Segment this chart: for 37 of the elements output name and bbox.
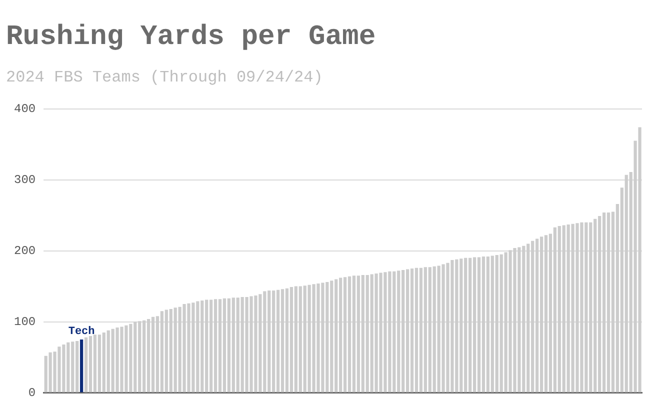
bar: [348, 276, 352, 392]
bar: [276, 290, 280, 392]
bar: [80, 340, 84, 392]
bar: [285, 288, 289, 392]
bar: [414, 268, 418, 392]
bar: [419, 268, 423, 392]
bar: [406, 269, 410, 392]
bar: [352, 276, 356, 392]
bar: [160, 311, 164, 392]
bar: [482, 256, 486, 392]
bar: [214, 299, 218, 392]
bar: [410, 268, 414, 392]
bar: [93, 334, 97, 392]
chart-title: Rushing Yards per Game: [6, 22, 376, 53]
x-tick-label: Tech: [68, 326, 95, 338]
bar: [146, 318, 150, 392]
chart-subtitle: 2024 FBS Teams (Through 09/24/24): [6, 68, 323, 86]
bar: [222, 298, 226, 392]
y-tick-label: 100: [14, 314, 36, 329]
bar: [535, 238, 539, 392]
bar: [343, 277, 347, 392]
bar: [151, 316, 155, 392]
bar: [606, 212, 610, 392]
bar: [472, 257, 476, 392]
bar: [290, 287, 294, 392]
bar: [84, 337, 88, 392]
y-tick-label: 400: [14, 102, 36, 116]
bar: [540, 236, 544, 392]
bar: [544, 235, 548, 392]
bar: [477, 257, 481, 392]
bar: [602, 212, 606, 392]
y-tick-label: 200: [14, 244, 36, 258]
bar: [218, 299, 222, 392]
bar: [88, 336, 92, 392]
bar: [280, 289, 284, 392]
y-tick-label: 300: [14, 172, 36, 187]
y-tick-label: 0: [28, 386, 36, 400]
